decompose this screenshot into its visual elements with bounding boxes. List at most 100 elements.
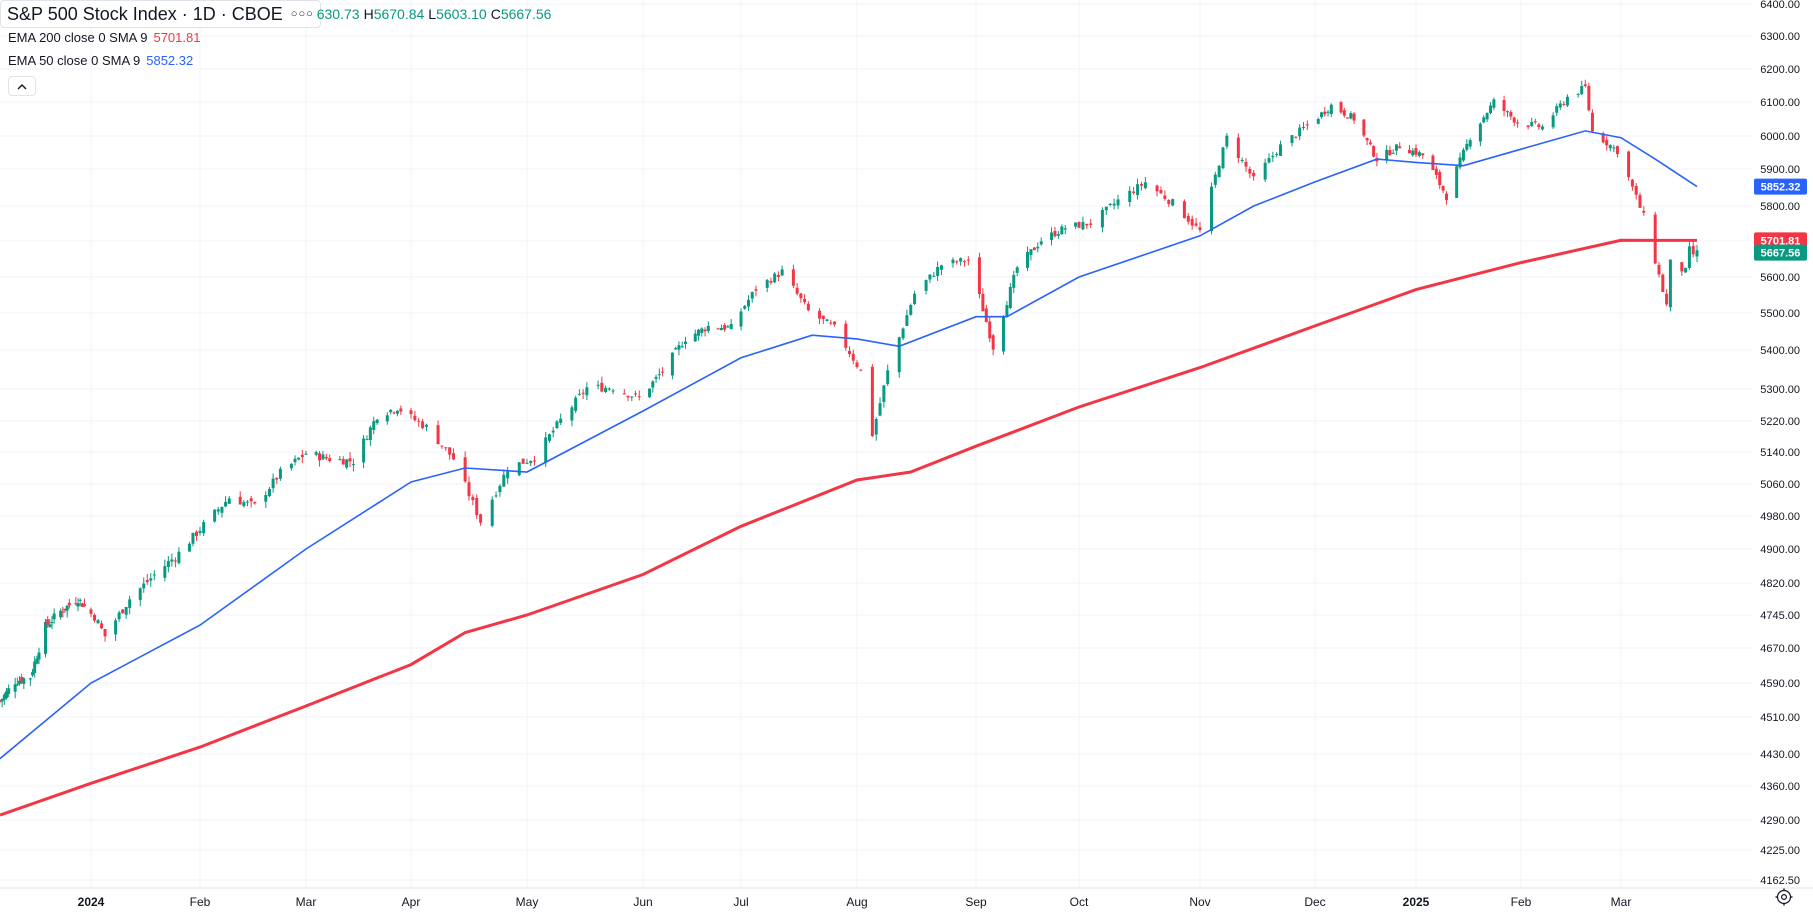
- time-tick-label: Mar: [296, 895, 317, 909]
- candle-body: [300, 454, 304, 458]
- candle-body: [395, 410, 399, 414]
- candle-body: [874, 419, 878, 435]
- price-tick-label: 4745.00: [1760, 610, 1800, 622]
- time-tick-label: Jul: [733, 895, 748, 909]
- candle-body: [1063, 228, 1067, 230]
- candle-body: [372, 421, 376, 430]
- candle-body: [1029, 249, 1033, 256]
- candle-body: [191, 532, 195, 544]
- candle-body: [80, 603, 84, 607]
- candle-body: [951, 259, 955, 264]
- candle-body: [1329, 104, 1333, 115]
- candle-body: [1502, 100, 1506, 111]
- time-tick-label: Aug: [846, 895, 867, 909]
- candle-body: [1136, 184, 1140, 196]
- candle-body: [321, 454, 325, 460]
- candle-body: [654, 376, 658, 379]
- candle-body: [607, 388, 611, 390]
- candle-body: [955, 261, 959, 263]
- price-tick-label: 6000.00: [1760, 131, 1800, 143]
- candle-body: [124, 606, 128, 615]
- candle-body: [1015, 267, 1019, 273]
- price-axis-background: [1753, 0, 1813, 921]
- candle-body: [13, 684, 17, 692]
- candle-body: [600, 382, 604, 392]
- candle-body: [1587, 85, 1591, 111]
- more-dots-icon[interactable]: ○○○: [290, 8, 314, 20]
- candle-body: [521, 458, 525, 464]
- price-axis[interactable]: 6400.00 6300.00 6200.00 6100.00 6000.00 5900.…: [1753, 0, 1813, 921]
- candle-body: [1081, 221, 1085, 230]
- legend-title-row: S&P 500 Stock Index · 1D · CBOE ○○○ 630.…: [0, 0, 551, 28]
- candle-body: [551, 430, 555, 433]
- indicator-ema200-value: 5701.81: [153, 30, 201, 45]
- candle-body: [1634, 185, 1638, 195]
- candle-body: [966, 259, 970, 261]
- candle-body: [574, 397, 578, 411]
- candle-body: [145, 580, 149, 583]
- candle-body: [833, 321, 837, 325]
- candle-body: [494, 495, 498, 497]
- candle-body: [739, 311, 743, 327]
- gear-icon[interactable]: [1775, 888, 1793, 906]
- candle-body: [1032, 247, 1036, 251]
- price-badge-label: 5667.56: [1761, 248, 1801, 260]
- candle-body: [1298, 127, 1302, 137]
- candle-body: [20, 676, 24, 683]
- candle-body: [1438, 172, 1442, 185]
- candle-body: [1112, 203, 1116, 206]
- candle-body: [1108, 203, 1112, 205]
- candle-body: [773, 273, 777, 283]
- candle-body: [1008, 287, 1012, 309]
- candle-body: [498, 485, 502, 493]
- price-tick-label: 4360.00: [1760, 781, 1800, 793]
- candle-body: [1128, 190, 1132, 203]
- candle-body: [700, 328, 704, 333]
- candle-body: [413, 415, 417, 421]
- candle-body: [913, 293, 917, 305]
- time-tick-label: 2024: [78, 895, 105, 909]
- candle-body: [1143, 182, 1147, 189]
- candle-body: [74, 603, 78, 605]
- candle-body: [163, 566, 167, 578]
- candle-body: [657, 374, 661, 376]
- candle-body: [463, 457, 467, 482]
- candle-body: [249, 498, 253, 502]
- candle-body: [224, 501, 228, 507]
- candle-body: [1555, 106, 1559, 113]
- price-badge: [1754, 178, 1807, 195]
- candle-body: [289, 463, 293, 469]
- price-tick-label: 6300.00: [1760, 31, 1800, 43]
- candle-body: [502, 474, 506, 487]
- time-axis[interactable]: 2024 Feb Mar Apr May Jun Jul Aug Sep Oct Nov Dec 202…: [0, 887, 1813, 909]
- collapse-legend-button[interactable]: [8, 76, 36, 96]
- indicator-ema50[interactable]: EMA 50 close 0 SMA 9 5852.32: [8, 53, 193, 68]
- candle-body: [318, 453, 322, 461]
- candle-body: [467, 482, 471, 497]
- candle-body: [1657, 264, 1661, 275]
- candle-body: [1339, 102, 1343, 113]
- candle-body: [1526, 125, 1530, 128]
- candle-body: [674, 348, 678, 350]
- ema200-line: [0, 238, 1698, 817]
- candle-body: [1680, 262, 1684, 272]
- candle-body: [436, 425, 440, 445]
- candle-body: [1323, 111, 1327, 115]
- candle-body: [1385, 149, 1389, 160]
- candle-body: [324, 456, 328, 459]
- candle-body: [1362, 119, 1366, 136]
- price-tick-label: 5300.00: [1760, 384, 1800, 396]
- candle-body: [338, 459, 342, 461]
- time-tick-label: Apr: [402, 895, 421, 909]
- symbol-title[interactable]: S&P 500 Stock Index · 1D · CBOE: [7, 3, 283, 24]
- candle-body: [634, 393, 638, 395]
- candle-body: [570, 407, 574, 421]
- candle-body: [1221, 147, 1225, 169]
- candle-body: [1005, 305, 1009, 318]
- candle-body: [1551, 115, 1555, 128]
- candle-body: [1104, 206, 1108, 211]
- chart-grid: [0, 0, 1753, 888]
- symbol-title-box[interactable]: S&P 500 Stock Index · 1D · CBOE ○○○: [0, 0, 321, 28]
- indicator-ema200[interactable]: EMA 200 close 0 SMA 9 5701.81: [8, 30, 200, 45]
